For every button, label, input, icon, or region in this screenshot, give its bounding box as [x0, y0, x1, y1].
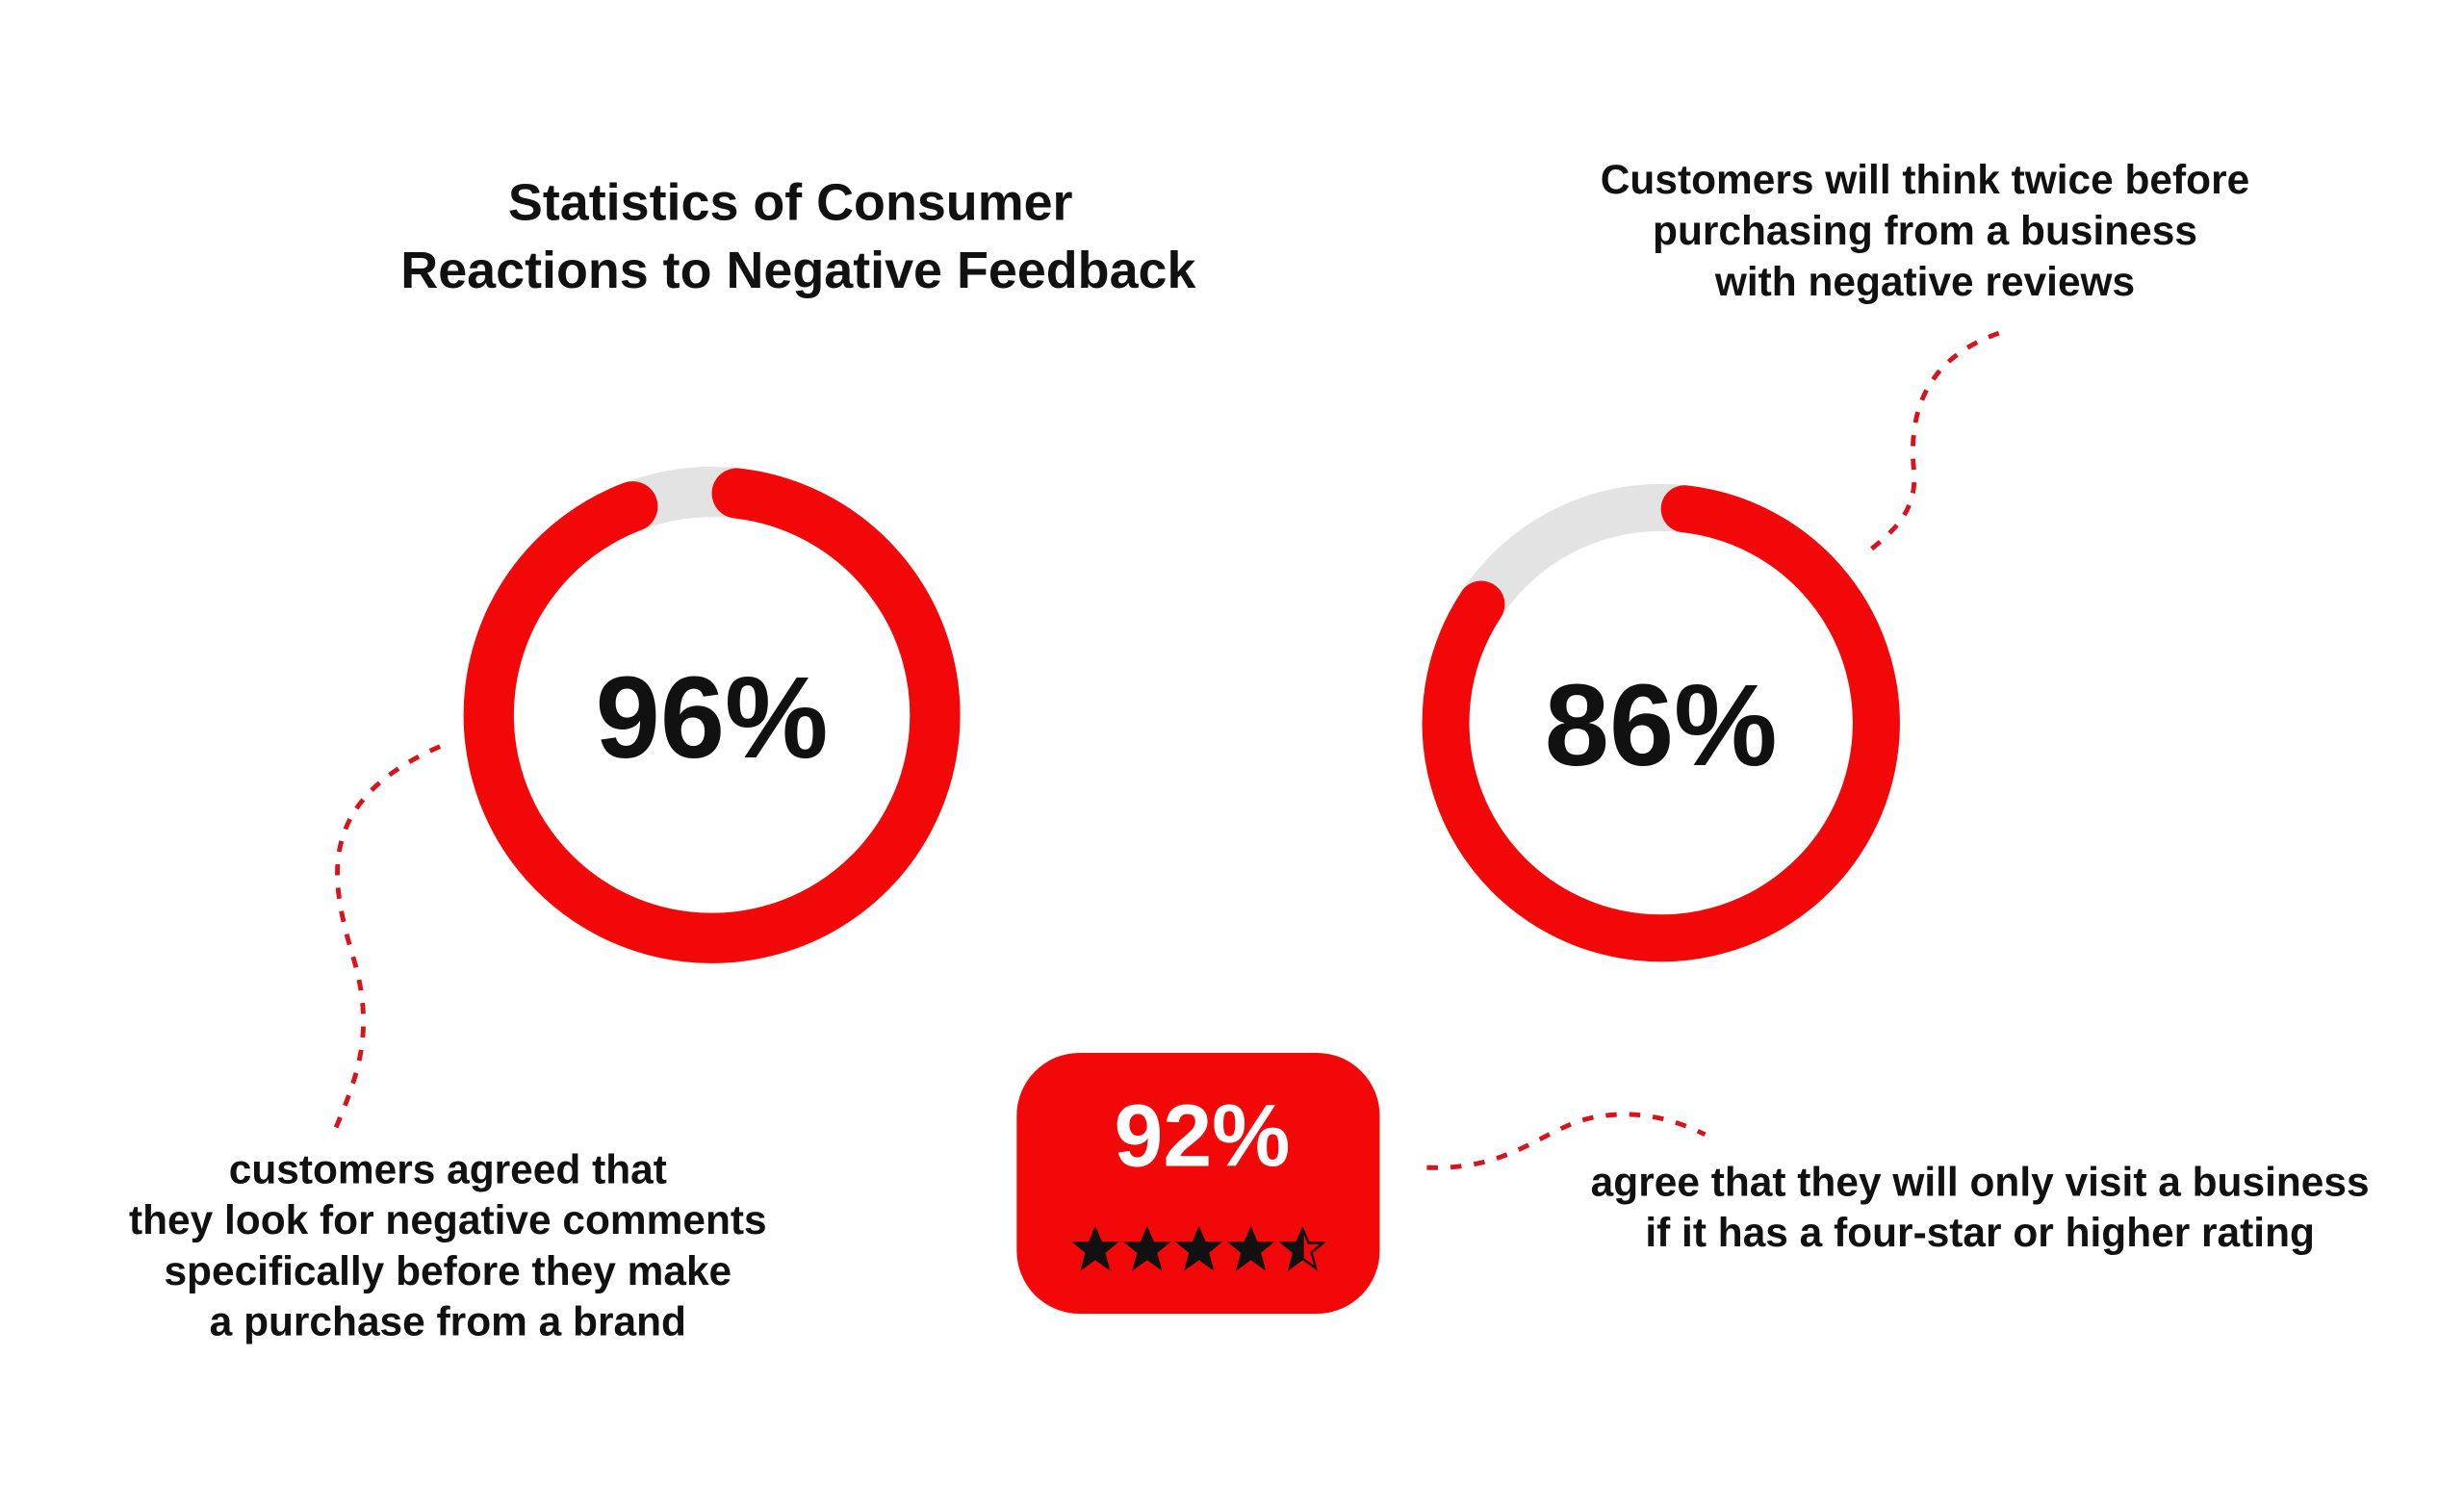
ring-value: 96% — [596, 653, 829, 782]
title: Statistics of Consumer — [508, 174, 1073, 232]
caption: a purchase from a brand — [210, 1299, 686, 1344]
connector — [1426, 1112, 1707, 1170]
caption: agree that they will only visit a busine… — [1591, 1160, 2370, 1205]
stars — [1071, 1225, 1327, 1271]
caption: they look for negative comments — [129, 1197, 767, 1242]
caption: specifically before they make — [164, 1248, 732, 1293]
connector — [1868, 330, 2000, 552]
caption: if it has a four-star or higher rating — [1645, 1210, 2315, 1255]
caption: customers agreed that — [229, 1146, 667, 1191]
star — [1175, 1225, 1223, 1271]
ring-progress — [463, 466, 961, 963]
star-half-fill — [1278, 1228, 1304, 1271]
connector — [330, 744, 442, 1136]
caption: with negative reviews — [1714, 259, 2135, 304]
rating-value: 92% — [1115, 1088, 1291, 1186]
star — [1226, 1225, 1275, 1271]
caption: Customers will think twice before — [1601, 157, 2249, 202]
connectors — [330, 330, 2000, 1170]
ring-value: 86% — [1545, 660, 1778, 790]
title: Reactions to Negative Feedback — [400, 242, 1195, 299]
caption: purchasing from a business — [1653, 208, 2197, 253]
star — [1123, 1225, 1171, 1271]
ring-progress — [1422, 483, 1900, 962]
star — [1071, 1225, 1119, 1271]
